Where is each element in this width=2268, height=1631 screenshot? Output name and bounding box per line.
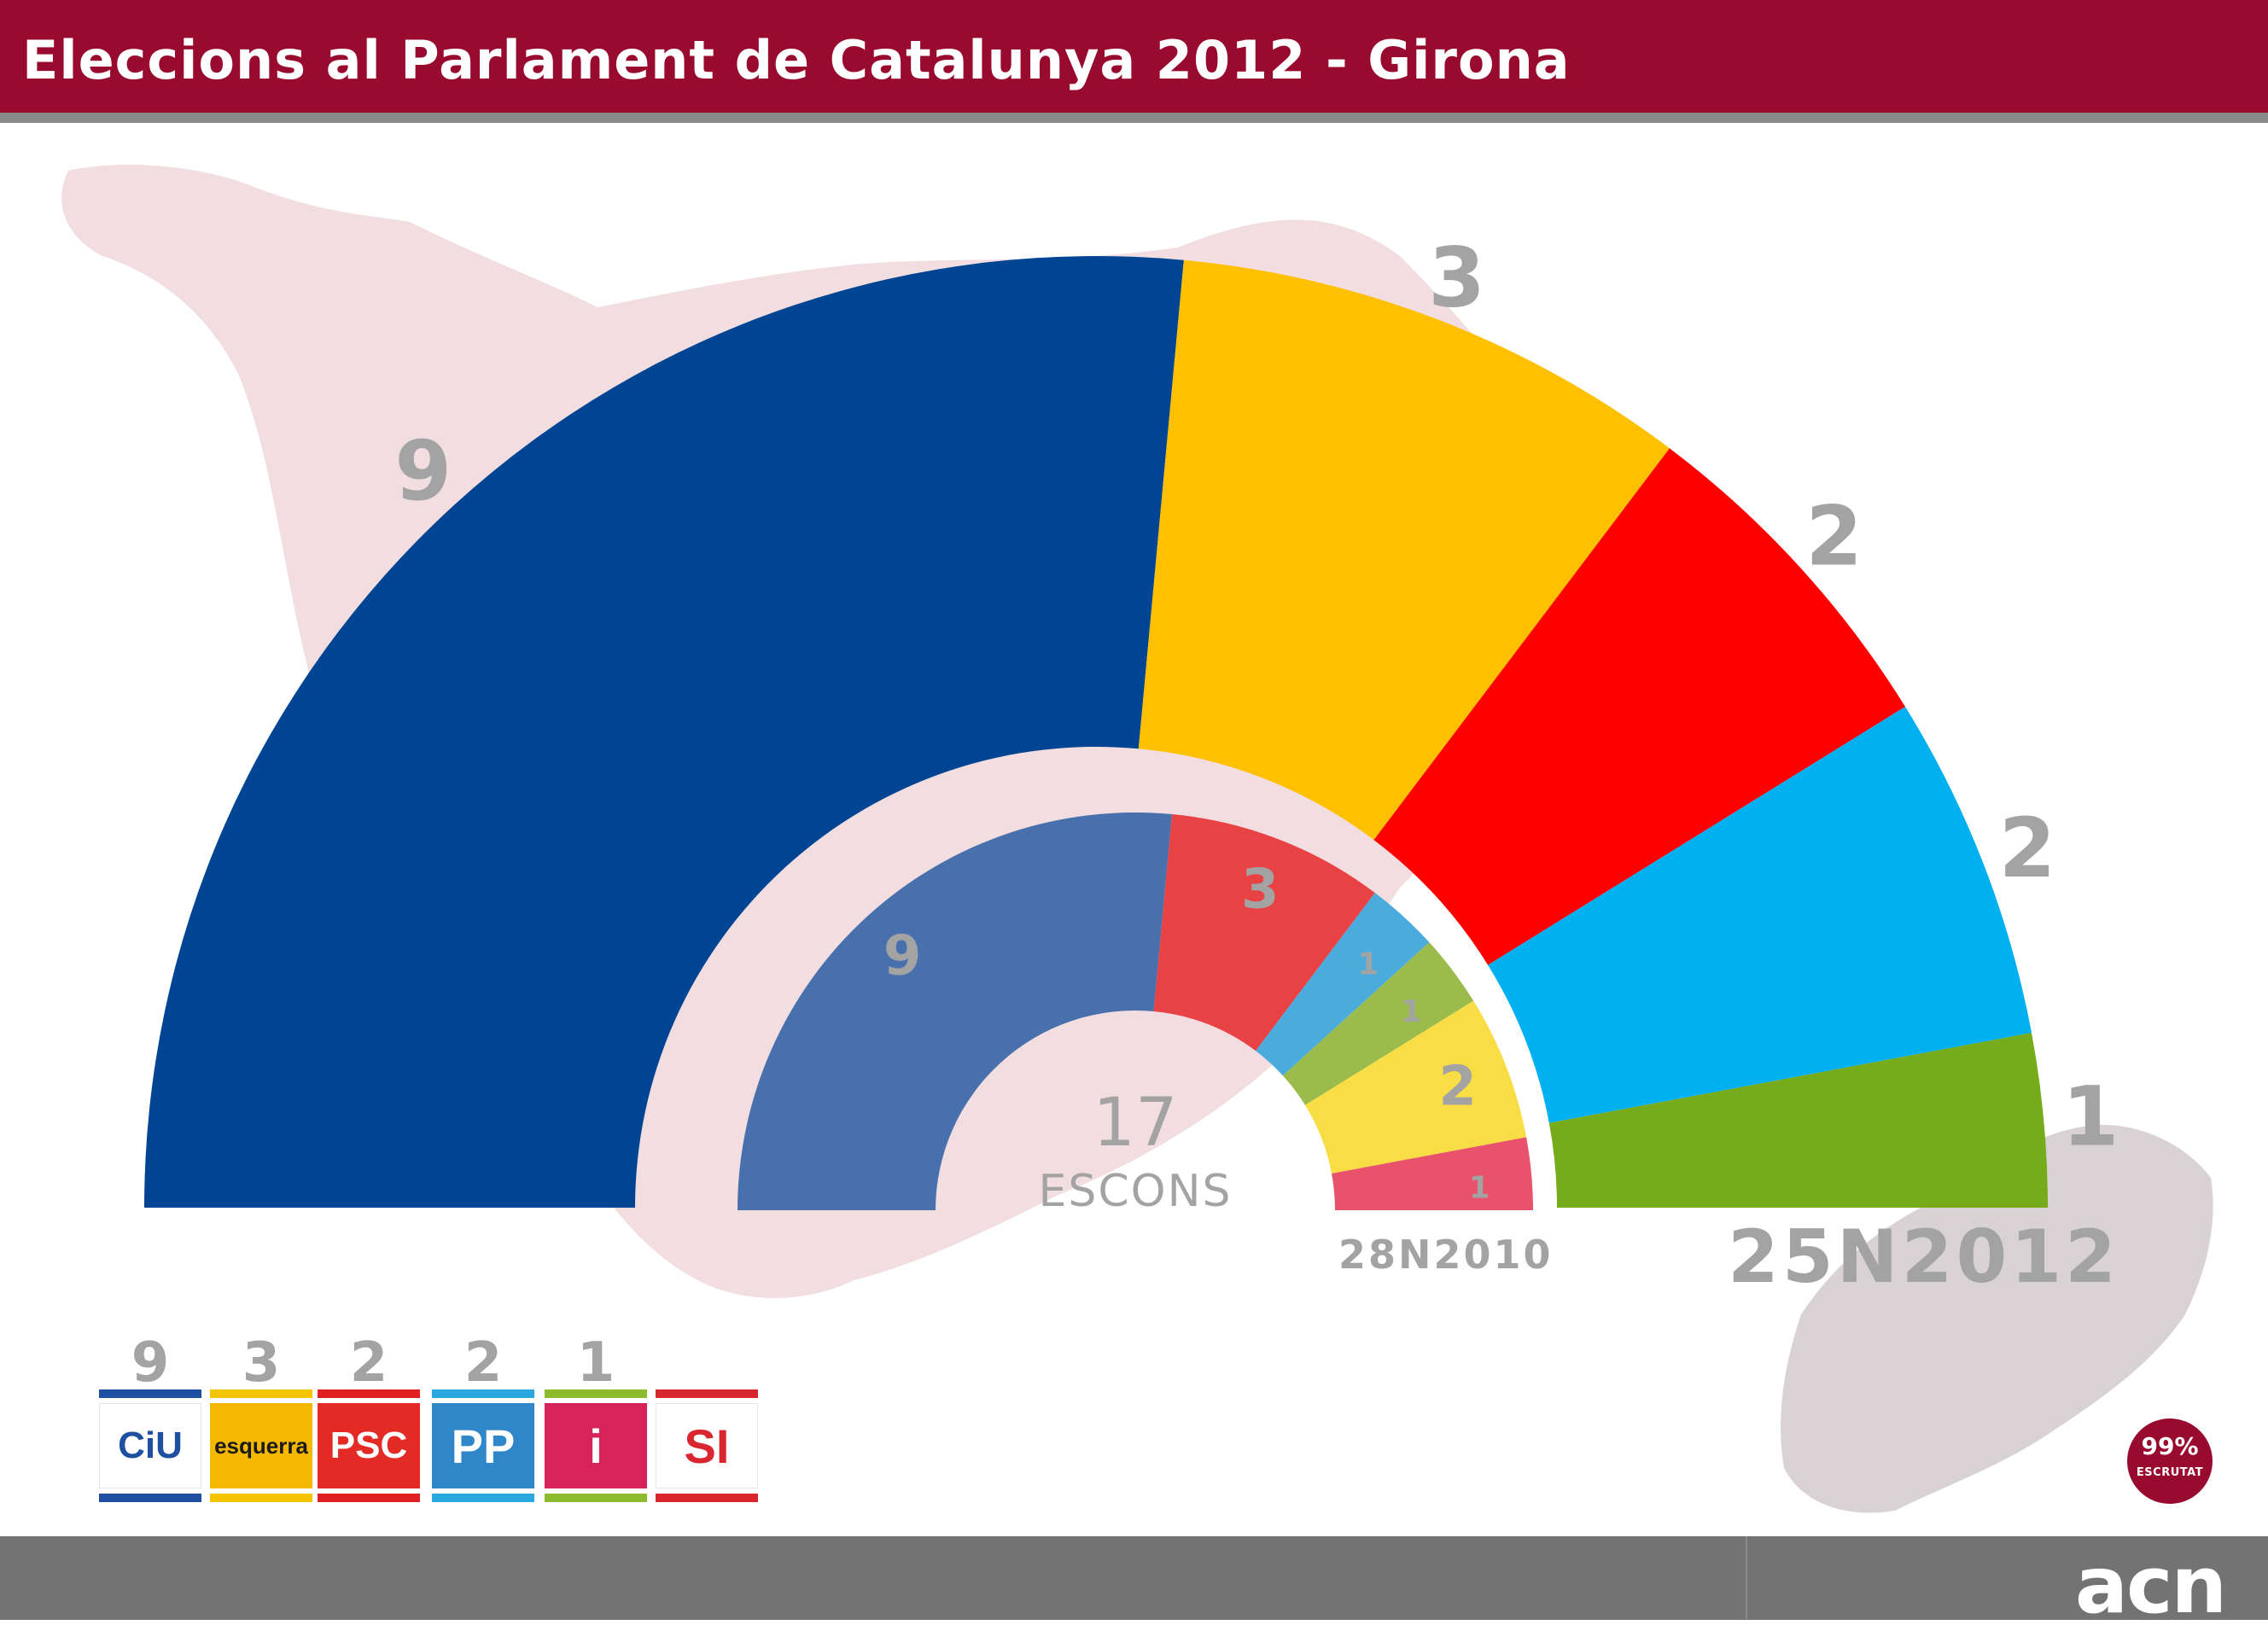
legend-seat-count: 9 [131, 1331, 170, 1395]
legend-color-bar [318, 1494, 420, 1502]
seats-2010-label-psc: 3 [1241, 858, 1280, 921]
seats-2012-label-icv-euia: 1 [2062, 1069, 2119, 1165]
catalonia-minimap-shape [1781, 1125, 2213, 1513]
center-seat-label: ESCONS [1038, 1166, 1232, 1217]
seats-2012-slice-pp [1488, 707, 2032, 1123]
legend-color-bar [99, 1494, 201, 1502]
legend-item-ciu: 9 CiU [99, 1331, 201, 1523]
legend-item-esquerra: 3 esquerra [210, 1331, 312, 1523]
scrutiny-badge: 99% ESCRUTAT [2127, 1418, 2213, 1504]
legend-color-bar [432, 1389, 534, 1398]
legend-seat-count: 2 [464, 1331, 503, 1395]
seats-2010-slice-psc [1153, 813, 1375, 1051]
legend-color-bar [432, 1494, 534, 1502]
page-title: Eleccions al Parlament de Catalunya 2012… [22, 29, 1571, 91]
party-logo-pp: PP [432, 1403, 534, 1488]
seats-2010-label-pp: 1 [1358, 947, 1379, 982]
legend-item-psc: 2 PSC [318, 1331, 420, 1523]
party-logo-esquerra: esquerra [210, 1403, 312, 1488]
legend-color-bar [210, 1494, 312, 1502]
seats-2012-label-psc: 2 [1805, 488, 1863, 584]
legend-color-bar [545, 1389, 647, 1398]
seats-2010-slice-si [1332, 1137, 1533, 1210]
seats-2010-slice-icv-euia [1282, 942, 1474, 1105]
legend-color-bar [656, 1494, 758, 1502]
header-bar: Eleccions al Parlament de Catalunya 2012… [0, 0, 2268, 123]
seats-2012-slice-esquerra [1138, 259, 1670, 841]
scrutiny-label: ESCRUTAT [2136, 1466, 2204, 1479]
election-date-2012: 25N2012 [1728, 1215, 2119, 1300]
legend-color-bar [656, 1389, 758, 1398]
legend-color-bar [99, 1389, 201, 1398]
party-logo-icv-euia: i [545, 1403, 647, 1488]
party-logo-psc: PSC [318, 1403, 420, 1488]
footer-divider [1746, 1536, 1747, 1620]
seats-2010-slice-esquerra [1304, 1000, 1527, 1174]
legend-seat-count: 2 [349, 1331, 388, 1395]
legend-seat-count: 1 [576, 1331, 615, 1395]
legend-item-pp: 2 PP [432, 1331, 534, 1523]
seats-2012-label-esquerra: 3 [1428, 230, 1485, 326]
legend-item-si: SI [656, 1331, 758, 1523]
seats-2012-slice-psc [1373, 448, 1905, 965]
seats-2012-slice-icv-euia [1548, 1033, 2048, 1208]
footer-bar: acn [0, 1536, 2268, 1631]
seats-2010-label-esquerra: 2 [1438, 1056, 1477, 1119]
legend-color-bar [545, 1494, 647, 1502]
legend-color-bar [318, 1389, 420, 1398]
legend-color-bar [210, 1389, 312, 1398]
party-logo-ciu: CiU [99, 1403, 201, 1488]
seats-2012-label-pp: 2 [1999, 801, 2056, 896]
acn-logo: acn [2074, 1540, 2227, 1631]
party-logo-si: SI [656, 1403, 758, 1488]
seats-2012-label-ciu: 9 [394, 423, 452, 519]
center-seat-total: 17 [1093, 1085, 1177, 1162]
seats-2010-label-icv-euia: 1 [1401, 994, 1421, 1029]
election-date-2010: 28N2010 [1338, 1232, 1554, 1278]
seats-2010-slice-pp [1256, 893, 1430, 1076]
seats-2010-label-si: 1 [1469, 1171, 1490, 1206]
legend-seat-count: 3 [242, 1331, 281, 1395]
seats-2010-slice-ciu [738, 813, 1172, 1210]
seats-2012-slice-ciu [144, 255, 1184, 1208]
scrutiny-percent: 99% [2141, 1432, 2199, 1460]
party-legend: 9 CiU 3 esquerra 2 PSC 2 PP 1 i SI [99, 1331, 765, 1523]
seats-2010-label-ciu: 9 [883, 925, 922, 988]
